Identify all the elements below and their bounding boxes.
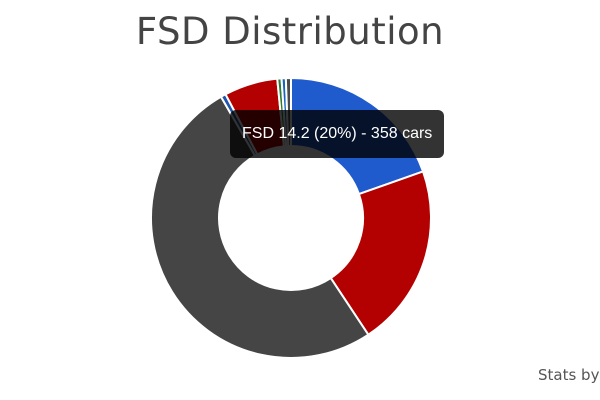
- donut-slice-3[interactable]: [149, 95, 370, 359]
- chart-title: FSD Distribution: [135, 10, 445, 53]
- stats-credit[interactable]: Stats by: [538, 366, 600, 384]
- donut-slice-2[interactable]: [329, 170, 432, 337]
- chart-tooltip: FSD 14.2 (20%) - 358 cars: [230, 110, 445, 158]
